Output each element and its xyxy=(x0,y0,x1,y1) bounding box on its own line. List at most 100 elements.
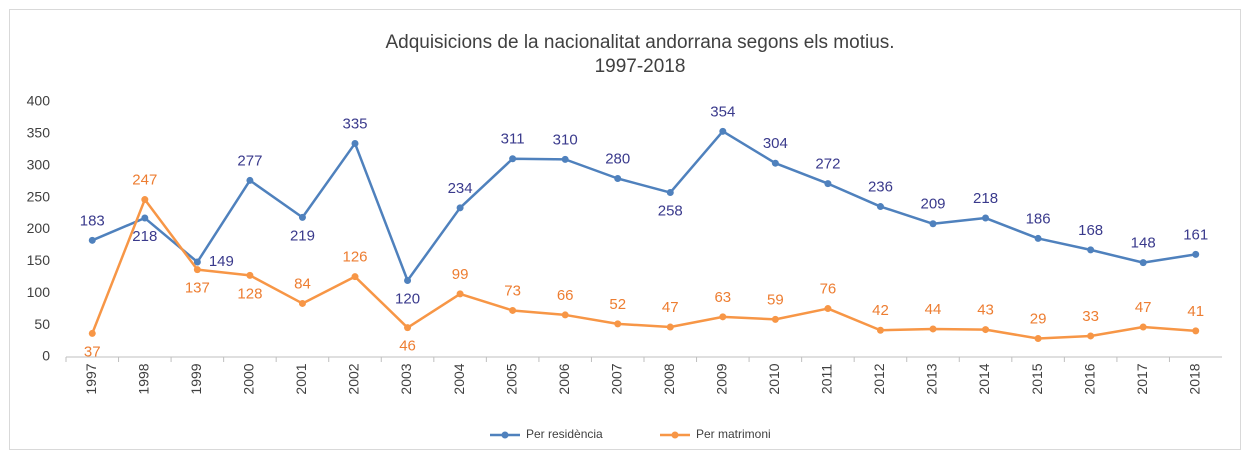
data-label: 280 xyxy=(605,150,630,167)
data-label: 218 xyxy=(973,190,998,207)
data-point xyxy=(1034,335,1042,343)
data-label: 46 xyxy=(399,338,416,355)
chart-frame xyxy=(9,9,1241,450)
data-label: 52 xyxy=(609,296,626,313)
data-label: 219 xyxy=(290,227,315,244)
data-label: 234 xyxy=(448,180,473,197)
x-tick-label: 2018 xyxy=(1186,363,1202,394)
x-tick-label: 2007 xyxy=(608,363,624,394)
y-tick-label: 100 xyxy=(27,284,51,300)
x-tick-label: 1998 xyxy=(136,363,152,394)
data-label: 41 xyxy=(1187,303,1204,320)
data-point xyxy=(614,175,622,182)
x-tick-label: 2005 xyxy=(503,363,519,394)
data-point xyxy=(1192,250,1200,258)
x-tick-label: 2000 xyxy=(241,363,257,394)
data-label: 168 xyxy=(1078,222,1103,239)
data-point xyxy=(456,204,464,212)
data-point xyxy=(1087,332,1095,340)
x-tick-label: 1997 xyxy=(83,363,99,394)
data-point xyxy=(824,180,832,188)
data-label: 149 xyxy=(209,253,234,270)
data-point xyxy=(876,203,884,211)
x-tick-label: 2013 xyxy=(924,363,940,394)
data-point xyxy=(1192,327,1200,335)
series-line xyxy=(91,198,1196,340)
y-tick-label: 150 xyxy=(27,252,51,268)
y-tick-label: 200 xyxy=(27,220,51,236)
data-point xyxy=(929,325,937,333)
x-tick-label: 2006 xyxy=(556,363,572,394)
x-tick-label: 2017 xyxy=(1134,363,1150,394)
data-point xyxy=(982,326,990,334)
y-tick-label: 50 xyxy=(34,316,50,332)
data-label: 186 xyxy=(1026,210,1051,227)
x-tick-label: 2001 xyxy=(293,363,309,394)
data-label: 76 xyxy=(820,281,837,298)
chart-title: Adquisicions de la nacionalitat andorran… xyxy=(385,32,894,53)
data-label: 310 xyxy=(553,131,578,148)
data-point xyxy=(982,214,990,222)
data-label: 128 xyxy=(237,285,262,302)
data-label: 47 xyxy=(662,299,679,316)
data-label: 354 xyxy=(710,103,735,120)
data-label: 247 xyxy=(132,172,157,189)
data-label: 161 xyxy=(1183,226,1208,243)
x-tick-label: 2011 xyxy=(819,364,835,394)
data-point xyxy=(1034,234,1042,242)
data-label: 209 xyxy=(920,196,945,213)
data-label: 66 xyxy=(557,287,574,304)
series-line xyxy=(91,130,1196,282)
data-point xyxy=(824,305,832,313)
data-label: 43 xyxy=(977,302,994,319)
x-tick-label: 2014 xyxy=(976,363,992,394)
data-point xyxy=(456,290,464,298)
x-tick-label: 2016 xyxy=(1081,363,1097,394)
data-label: 99 xyxy=(452,266,469,283)
data-point xyxy=(1087,246,1095,254)
data-point xyxy=(509,155,517,163)
x-tick-label: 1999 xyxy=(188,363,204,394)
data-point xyxy=(246,176,254,184)
legend-marker xyxy=(671,431,679,439)
data-point xyxy=(88,329,96,337)
data-point xyxy=(771,159,779,167)
data-point xyxy=(88,236,96,244)
y-tick-label: 250 xyxy=(27,188,51,204)
data-point xyxy=(666,323,674,331)
data-label: 59 xyxy=(767,291,784,308)
chart-subtitle: 1997-2018 xyxy=(595,56,686,77)
data-label: 42 xyxy=(872,302,889,319)
data-label: 37 xyxy=(84,343,101,360)
data-label: 29 xyxy=(1030,310,1047,327)
legend-label: Per residència xyxy=(526,427,603,441)
data-label: 258 xyxy=(658,202,683,219)
data-label: 126 xyxy=(342,249,367,266)
data-label: 33 xyxy=(1082,308,1099,325)
data-label: 304 xyxy=(763,135,788,152)
data-point xyxy=(193,258,201,266)
data-label: 63 xyxy=(714,289,731,306)
data-label: 277 xyxy=(237,152,262,169)
data-point xyxy=(509,306,517,314)
data-label: 236 xyxy=(868,179,893,196)
data-point xyxy=(929,220,937,228)
data-label: 137 xyxy=(185,280,210,297)
data-point xyxy=(141,214,149,222)
data-point xyxy=(771,315,779,323)
data-label: 183 xyxy=(80,212,105,229)
data-point xyxy=(719,127,727,135)
data-point xyxy=(351,273,359,281)
data-label: 311 xyxy=(501,131,525,148)
data-point xyxy=(719,313,727,321)
data-label: 148 xyxy=(1131,235,1156,252)
data-label: 218 xyxy=(132,228,157,245)
data-point xyxy=(351,139,359,147)
data-label: 84 xyxy=(294,275,311,292)
y-tick-label: 400 xyxy=(27,93,51,109)
x-tick-label: 2002 xyxy=(346,363,362,394)
data-point xyxy=(876,326,884,334)
x-tick-label: 2008 xyxy=(661,363,677,394)
y-tick-label: 300 xyxy=(27,156,51,172)
